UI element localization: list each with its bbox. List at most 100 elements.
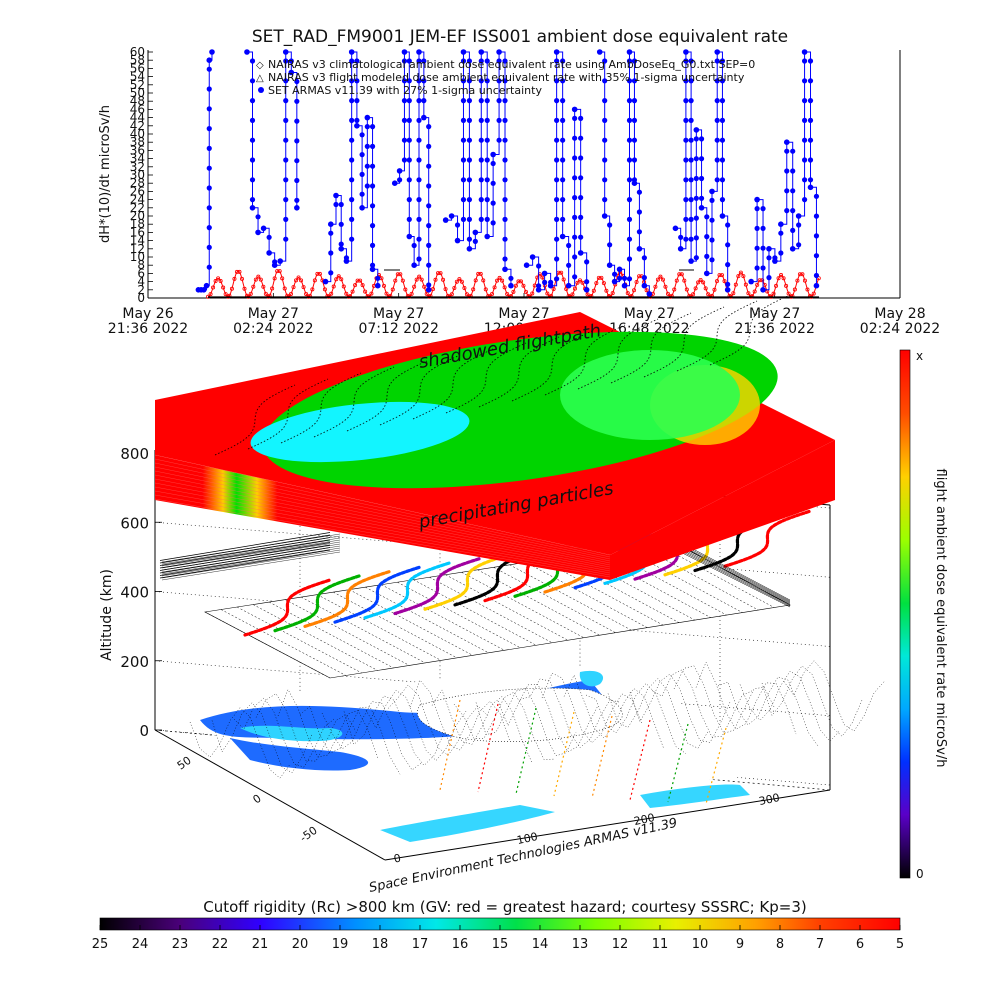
armas-point: [249, 177, 256, 183]
nairas-point: [350, 289, 355, 294]
armas-point: [631, 78, 638, 84]
armas-point: [426, 223, 432, 229]
dose-rate-colorbar-top-label: x: [916, 349, 923, 363]
map-ocean-cyan: [640, 784, 750, 808]
armas-point: [283, 98, 289, 104]
ts-y-tick-label: 18: [130, 217, 145, 231]
nairas-point: [381, 283, 386, 288]
armas-point: [584, 279, 590, 285]
armas-point: [813, 213, 820, 219]
cutoff-tick-label: 17: [412, 937, 429, 952]
armas-point: [266, 250, 272, 256]
nairas-point: [229, 286, 234, 291]
altitude-tick-label: 600: [120, 514, 149, 532]
armas-point: [807, 157, 814, 163]
armas-point: [349, 98, 355, 104]
armas-point: [714, 78, 720, 84]
ts-x-tick-time: 02:24 2022: [233, 321, 313, 337]
ground-track: [519, 678, 621, 748]
ground-track-dose: [705, 727, 727, 805]
armas-point: [754, 265, 760, 271]
armas-point: [416, 157, 422, 163]
armas-point: [206, 86, 212, 92]
nairas-point: [481, 278, 486, 283]
armas-point: [719, 137, 726, 143]
armas-point: [577, 250, 584, 256]
slab-track: [214, 384, 296, 456]
slab-stripe: [154, 470, 611, 564]
ground-track: [189, 707, 291, 779]
armas-point: [596, 49, 603, 55]
nairas-point: [310, 287, 315, 292]
armas-point: [294, 138, 300, 144]
longitude-tick-label: 100: [516, 830, 539, 847]
nairas-point: [304, 291, 309, 296]
nairas-point: [422, 284, 427, 289]
cutoff-tick-label: 8: [776, 937, 784, 952]
armas-point: [725, 242, 731, 248]
armas-point: [693, 255, 699, 261]
armas-point: [406, 157, 412, 163]
nairas-point: [530, 291, 535, 296]
armas-point: [508, 282, 514, 289]
cutoff-tick-label: 19: [332, 937, 349, 952]
armas-point: [460, 177, 467, 183]
armas-point: [554, 98, 560, 104]
nairas-point: [720, 273, 725, 278]
nairas-point: [795, 278, 800, 283]
armas-line: [246, 51, 298, 266]
floor-edge: [384, 789, 831, 861]
slab-green-region: [560, 350, 740, 440]
legend-marker-dot: [258, 87, 264, 93]
armas-point: [626, 177, 633, 183]
armas-point: [401, 157, 408, 163]
nairas-point: [644, 288, 649, 293]
armas-point: [553, 49, 560, 55]
armas-point: [206, 185, 212, 191]
cutoff-rigidity-title: Cutoff rigidity (Rc) >800 km (GV: red = …: [203, 898, 806, 916]
nairas-point: [672, 287, 677, 292]
armas-point: [466, 236, 473, 242]
armas-point: [354, 117, 360, 123]
ts-y-tick-label: 50: [130, 86, 145, 100]
flight-dose-track: [333, 565, 422, 624]
armas-point: [416, 137, 422, 143]
ground-track: [585, 683, 687, 754]
armas-point: [578, 214, 584, 220]
slab-track: [610, 312, 692, 384]
cutoff-tick-label: 25: [92, 937, 109, 952]
armas-point: [249, 98, 256, 104]
armas-point: [502, 117, 508, 123]
armas-point: [369, 266, 376, 273]
ground-track: [541, 672, 643, 744]
altitude-tick-label: 0: [139, 722, 149, 740]
armas-point: [426, 282, 432, 288]
ts-y-tick-label: 46: [130, 102, 145, 116]
altitude-tick-label: 400: [120, 584, 149, 602]
armas-point: [584, 259, 590, 265]
armas-point: [698, 136, 705, 142]
armas-point: [426, 262, 432, 268]
armas-point: [560, 197, 566, 203]
armas-point: [807, 177, 814, 183]
nairas-point: [760, 278, 765, 283]
armas-point: [288, 58, 294, 64]
armas-point: [801, 117, 808, 123]
nairas-point: [312, 278, 317, 283]
armas-point: [760, 287, 766, 293]
armas-point: [790, 148, 796, 154]
armas-point: [626, 98, 633, 104]
armas-point: [714, 58, 720, 64]
latitude-tick-label: 0: [251, 792, 264, 807]
armas-point: [636, 189, 643, 195]
nairas-point: [513, 283, 518, 288]
armas-point: [688, 258, 694, 264]
armas-point: [343, 255, 350, 261]
armas-point: [460, 157, 467, 163]
armas-point: [349, 216, 355, 222]
armas-point: [466, 216, 473, 222]
armas-point: [349, 157, 355, 163]
armas-point: [641, 255, 647, 261]
armas-point: [714, 177, 720, 183]
nairas-point: [237, 269, 242, 274]
